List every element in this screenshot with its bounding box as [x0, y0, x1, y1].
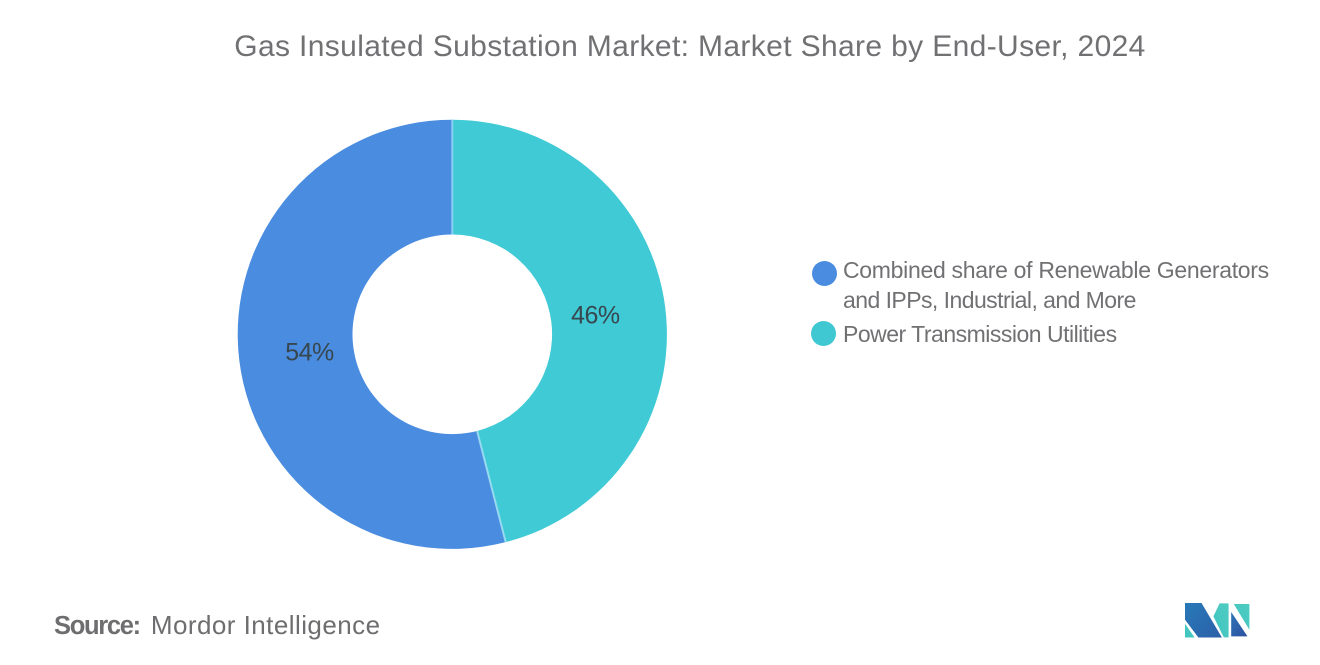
svg-text:54%: 54% [285, 339, 334, 367]
svg-text:46%: 46% [571, 302, 620, 330]
